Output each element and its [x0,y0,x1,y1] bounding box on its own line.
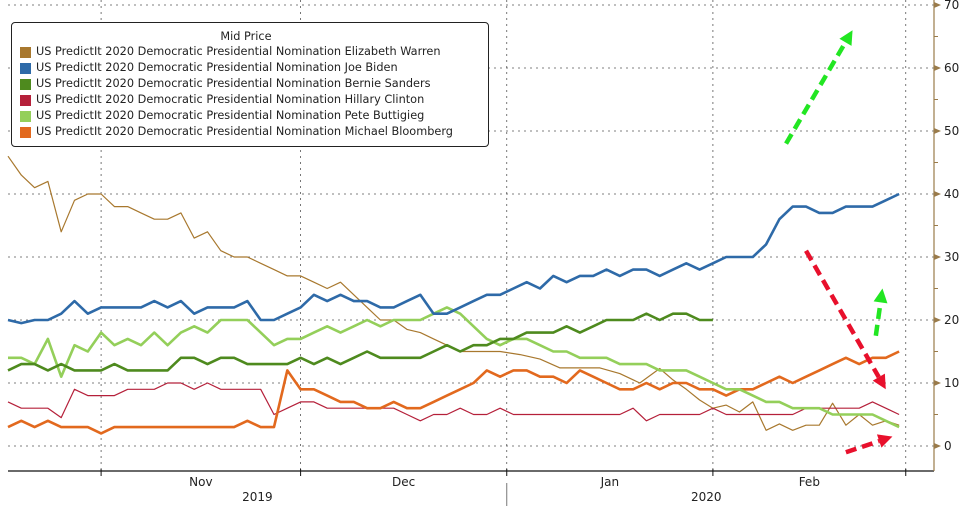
legend-swatch [20,126,31,138]
series-lines [7,155,900,435]
legend-swatch [20,110,31,122]
legend-items: US PredictIt 2020 Democratic Presidentia… [20,44,488,140]
legend-item: US PredictIt 2020 Democratic Presidentia… [20,44,488,60]
x-tick-label: Nov [189,475,212,489]
y-tick-label: 0 [944,439,952,453]
x-tick-label: Feb [799,475,820,489]
y-tick-label: 30 [944,250,959,264]
annotation-arrow-shaft [845,438,880,455]
x-ticks: Nov Dec Jan Feb 2019 2020 [100,469,907,506]
annotation-arrow-shaft [784,41,848,145]
y-tick-label: 60 [944,61,959,75]
series-line [7,350,900,435]
legend-item: US PredictIt 2020 Democratic Presidentia… [20,60,488,76]
y-tick-marker [934,128,941,134]
y-tick-marker [934,2,941,8]
legend-item: US PredictIt 2020 Democratic Presidentia… [20,124,488,140]
annotation-arrow-shaft [804,249,881,379]
legend-swatch [20,62,31,74]
x-year-label: 2020 [691,490,722,504]
y-tick-marker [934,254,941,260]
axes [8,0,935,472]
annotation-arrow-head [873,288,888,304]
series-line [7,312,713,372]
x-year-label: 2019 [242,490,273,504]
x-tick-label: Jan [600,475,620,489]
annotation-arrow-head [839,30,853,46]
legend: Mid Price US PredictIt 2020 Democratic P… [11,22,489,147]
y-tick-marker [934,443,941,449]
y-tick-marker [934,191,941,197]
y-tick-label: 10 [944,376,959,390]
legend-label: US PredictIt 2020 Democratic Presidentia… [36,125,453,138]
legend-title: Mid Price [220,30,272,43]
y-ticks: 0 10 20 30 40 50 60 70 [934,0,959,453]
legend-swatch [20,78,31,90]
y-tick-label: 40 [944,187,959,201]
legend-swatch [20,94,31,106]
legend-swatch [20,46,31,58]
legend-label: US PredictIt 2020 Democratic Presidentia… [36,61,398,74]
series-line [7,382,900,422]
series-line [7,192,900,325]
y-tick-marker [934,380,941,386]
annotation-arrows [784,30,893,455]
legend-item: US PredictIt 2020 Democratic Presidentia… [20,92,488,108]
annotation-arrow-shaft [873,302,883,337]
y-tick-label: 20 [944,313,959,327]
y-tick-marker [934,317,941,323]
annotation-arrow-head [876,434,893,448]
legend-item: US PredictIt 2020 Democratic Presidentia… [20,76,488,92]
annotation-arrow-head [872,373,886,390]
y-tick-label: 50 [944,124,959,138]
legend-label: US PredictIt 2020 Democratic Presidentia… [36,45,441,58]
y-tick-marker [934,65,941,71]
series-line [8,306,900,429]
legend-item: US PredictIt 2020 Democratic Presidentia… [20,108,488,124]
y-tick-label: 70 [944,0,959,12]
legend-label: US PredictIt 2020 Democratic Presidentia… [36,77,431,90]
series-line [7,155,900,431]
x-tick-label: Dec [392,475,415,489]
legend-label: US PredictIt 2020 Democratic Presidentia… [36,109,425,122]
legend-label: US PredictIt 2020 Democratic Presidentia… [36,93,425,106]
